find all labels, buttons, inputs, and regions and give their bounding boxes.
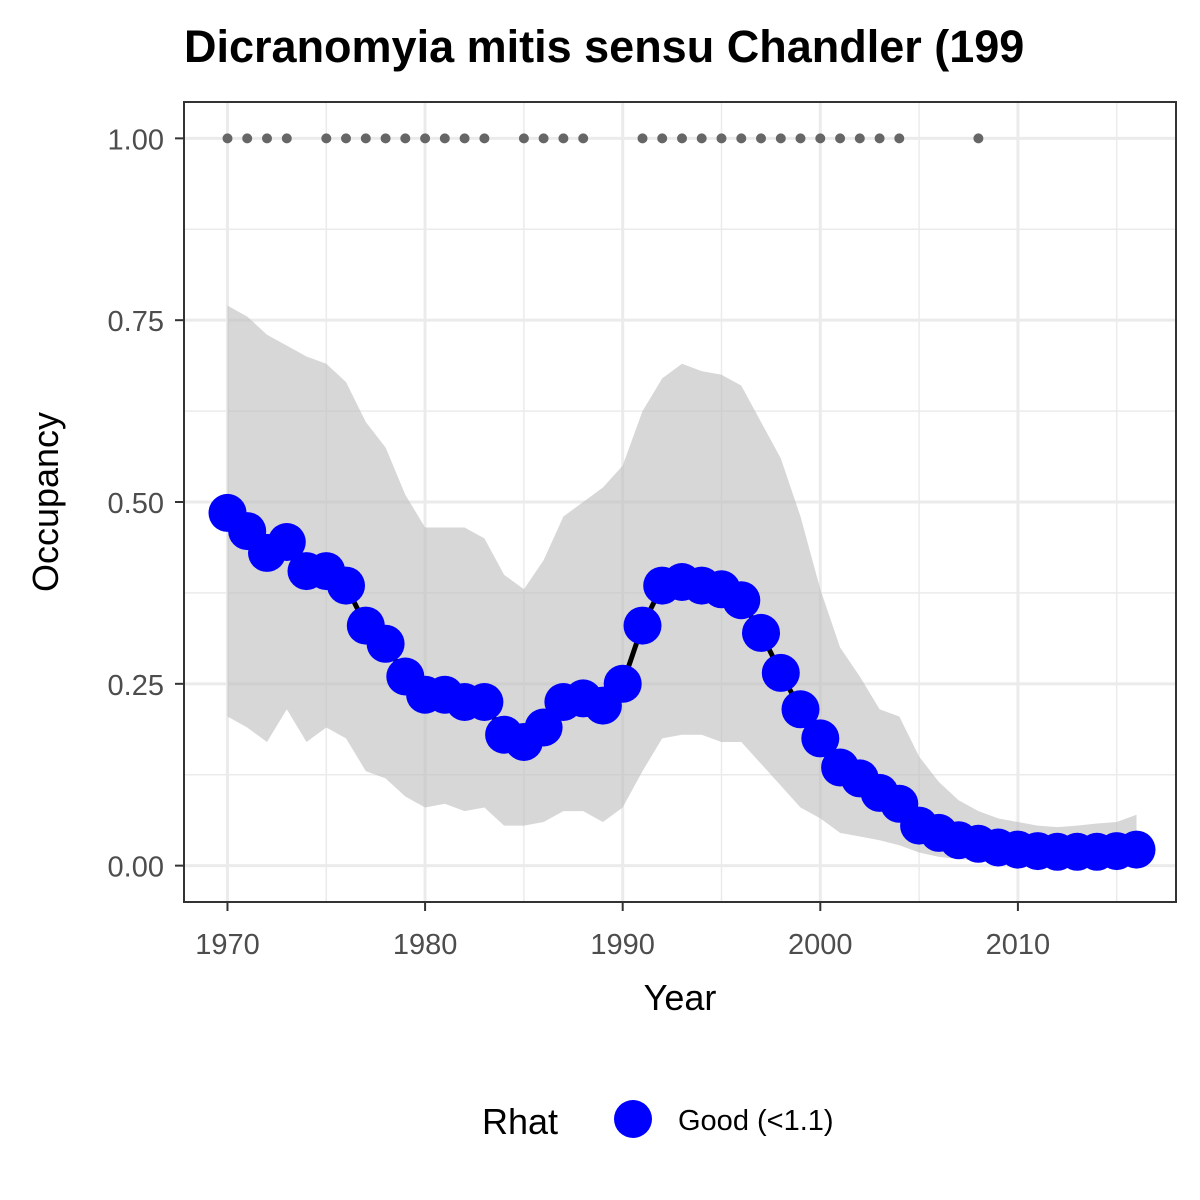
x-axis-title: Year (644, 977, 717, 1018)
detection-point (222, 133, 233, 144)
legend: Rhat Good (<1.1) (482, 1100, 834, 1142)
detection-point (262, 133, 272, 144)
detection-point (321, 133, 332, 144)
detection-point (854, 133, 865, 144)
y-tick-label: 0.00 (108, 852, 164, 884)
occupancy-point (603, 664, 642, 703)
occupancy-point (781, 690, 820, 729)
detection-point (242, 133, 253, 144)
detection-point (716, 133, 727, 144)
detection-point (380, 133, 391, 144)
occupancy-point (465, 683, 504, 721)
detection-point (657, 133, 668, 144)
detection-points-group (222, 133, 984, 144)
detection-point (538, 133, 549, 144)
occupancy-point (742, 613, 780, 652)
detection-point (439, 133, 450, 144)
detection-point (677, 133, 687, 144)
chart-title: Dicranomyia mitis sensu Chandler (199 (184, 21, 1024, 72)
detection-point (874, 133, 885, 144)
occupancy-point (366, 624, 405, 663)
axis-ticks (175, 137, 1019, 911)
detection-point (400, 133, 411, 144)
occupancy-points-group (208, 493, 1156, 871)
occupancy-point (524, 708, 563, 747)
detection-point (637, 133, 648, 144)
occupancy-point (327, 566, 365, 605)
detection-point (459, 133, 470, 144)
y-axis-title: Occupancy (25, 412, 66, 592)
y-axis-tick-labels: 0.00 0.25 0.50 0.75 1.00 (108, 124, 164, 883)
detection-point (558, 133, 569, 144)
detection-point (835, 133, 846, 144)
detection-point (973, 133, 984, 144)
detection-point (281, 133, 292, 144)
detection-point (736, 133, 747, 144)
occupancy-point (761, 653, 800, 692)
x-tick-label: 1980 (393, 929, 458, 961)
legend-title: Rhat (482, 1101, 558, 1142)
detection-point (420, 133, 431, 144)
detection-point (479, 133, 490, 144)
y-tick-label: 1.00 (108, 124, 164, 156)
legend-key-good (614, 1100, 652, 1138)
detection-point (795, 133, 806, 144)
occupancy-point (801, 719, 840, 758)
x-tick-label: 1990 (590, 929, 655, 961)
x-tick-label: 2010 (986, 929, 1051, 961)
x-tick-label: 1970 (195, 929, 260, 961)
y-tick-label: 0.50 (108, 488, 164, 520)
y-tick-label: 0.75 (108, 306, 164, 338)
detection-point (756, 133, 766, 144)
detection-point (894, 133, 905, 144)
y-tick-label: 0.25 (108, 670, 164, 702)
detection-point (518, 133, 529, 144)
detection-point (696, 133, 707, 144)
occupancy-point (1117, 830, 1156, 869)
detection-point (775, 133, 786, 144)
detection-point (578, 133, 589, 144)
legend-label-good: Good (<1.1) (678, 1105, 834, 1137)
occupancy-point (623, 606, 662, 645)
detection-point (815, 133, 826, 144)
detection-point (341, 133, 351, 144)
occupancy-point (267, 523, 306, 561)
x-axis-tick-labels: 1970 1980 1990 2000 2010 (195, 929, 1050, 961)
occupancy-point (722, 581, 761, 620)
detection-point (360, 133, 371, 144)
x-tick-label: 2000 (788, 929, 853, 961)
